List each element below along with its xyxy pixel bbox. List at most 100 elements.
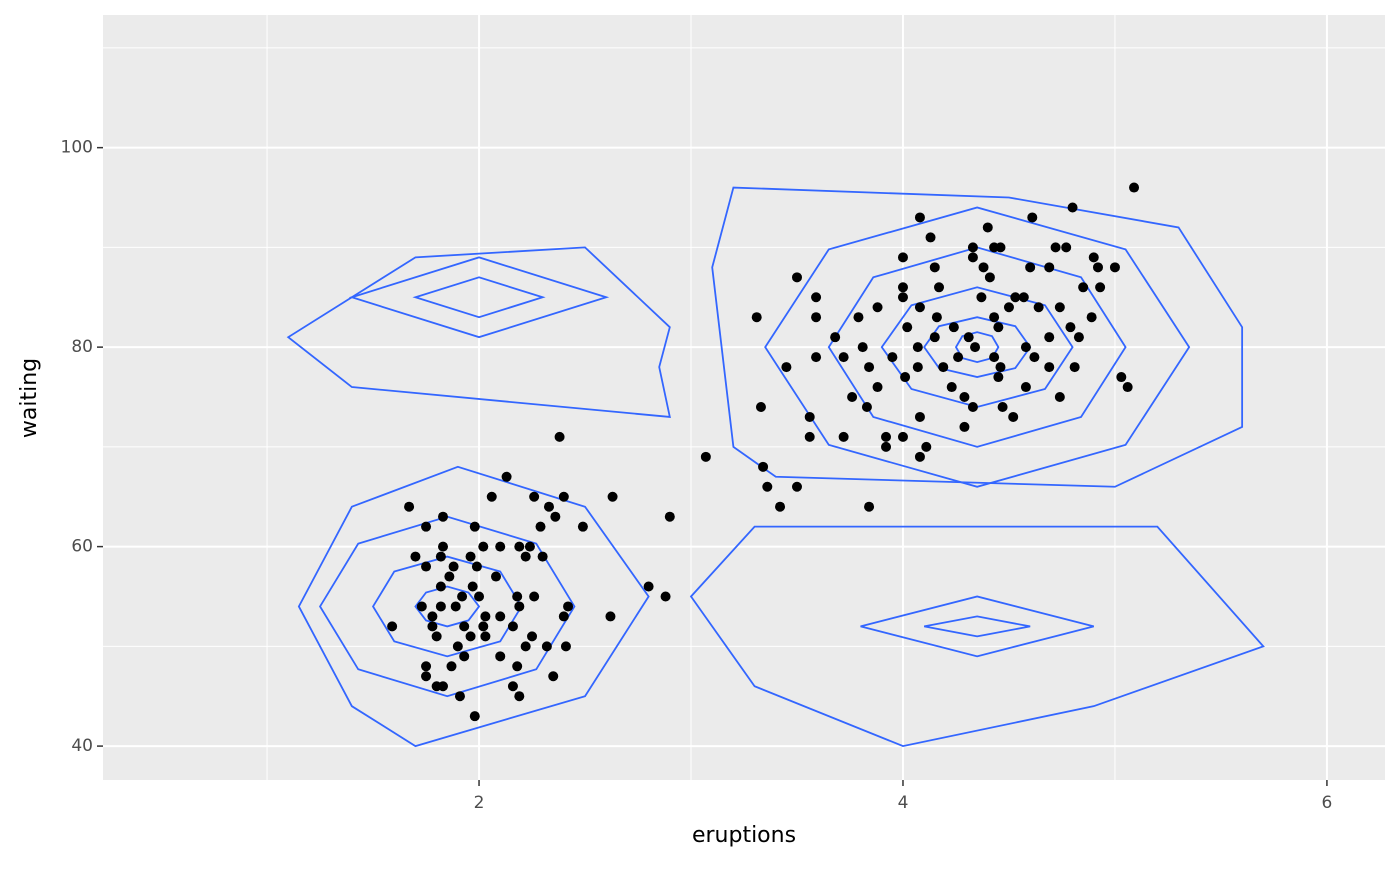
point	[700, 451, 711, 462]
point	[1050, 242, 1061, 253]
point	[1018, 292, 1029, 303]
point	[995, 362, 1006, 373]
point	[457, 591, 468, 602]
point	[791, 481, 802, 492]
point	[664, 511, 675, 522]
point	[480, 631, 491, 642]
point	[563, 601, 574, 612]
point	[660, 591, 671, 602]
point	[914, 302, 925, 313]
point	[480, 611, 491, 622]
point	[1073, 332, 1084, 343]
point	[755, 401, 766, 412]
point	[984, 272, 995, 283]
point	[791, 272, 802, 283]
point	[469, 521, 480, 532]
y-tick-label: 100	[61, 138, 93, 158]
point	[914, 451, 925, 462]
point	[989, 312, 1000, 323]
point	[1069, 362, 1080, 373]
point	[897, 252, 908, 263]
point	[465, 551, 476, 562]
x-tick-label: 2	[474, 793, 485, 813]
point	[469, 711, 480, 722]
point	[997, 401, 1008, 412]
point	[989, 352, 1000, 363]
point	[438, 681, 449, 692]
point	[520, 551, 531, 562]
point	[1065, 322, 1076, 333]
point	[427, 611, 438, 622]
contour-line	[860, 595, 1094, 658]
point	[982, 222, 993, 233]
point	[853, 312, 864, 323]
point	[421, 521, 432, 532]
point	[471, 561, 482, 572]
point	[452, 641, 463, 652]
x-tick-label: 6	[1322, 793, 1333, 813]
point	[934, 282, 945, 293]
point	[912, 362, 923, 373]
y-tick-label: 80	[71, 337, 93, 357]
contour-line	[319, 515, 576, 698]
point	[931, 312, 942, 323]
point	[495, 651, 506, 662]
point	[467, 581, 478, 592]
y-tick-label: 60	[71, 537, 93, 557]
point	[967, 252, 978, 263]
point	[902, 322, 913, 333]
point	[605, 611, 616, 622]
point	[887, 352, 898, 363]
point	[577, 521, 588, 532]
point	[751, 312, 762, 323]
point	[1095, 282, 1106, 293]
contour-line	[286, 246, 671, 418]
point	[830, 332, 841, 343]
point	[921, 441, 932, 452]
point	[478, 541, 489, 552]
point	[431, 631, 442, 642]
point	[490, 571, 501, 582]
point	[478, 621, 489, 632]
point	[900, 372, 911, 383]
contour-line	[711, 186, 1244, 488]
point	[535, 521, 546, 532]
point	[558, 611, 569, 622]
point	[421, 661, 432, 672]
point	[811, 312, 822, 323]
point	[914, 411, 925, 422]
point	[811, 352, 822, 363]
point	[438, 541, 449, 552]
point	[959, 392, 970, 403]
point	[978, 262, 989, 273]
point	[914, 212, 925, 223]
point	[1025, 262, 1036, 273]
point	[1129, 182, 1140, 193]
point	[1029, 352, 1040, 363]
point	[459, 651, 470, 662]
point	[501, 471, 512, 482]
contour-line	[297, 465, 650, 748]
point	[897, 292, 908, 303]
point	[550, 511, 561, 522]
point	[1061, 242, 1072, 253]
point	[512, 661, 523, 672]
point	[554, 431, 565, 442]
panel-background	[103, 15, 1385, 780]
point	[1020, 382, 1031, 393]
x-axis-title: eruptions	[692, 823, 796, 848]
point	[543, 501, 554, 512]
point	[804, 411, 815, 422]
point	[1067, 202, 1078, 213]
point	[548, 671, 559, 682]
point	[1122, 382, 1133, 393]
contour-line	[954, 331, 1000, 364]
point	[758, 461, 769, 472]
point	[1044, 332, 1055, 343]
point	[925, 232, 936, 243]
point	[512, 591, 523, 602]
contour-line	[764, 206, 1191, 488]
point	[448, 561, 459, 572]
point	[775, 501, 786, 512]
